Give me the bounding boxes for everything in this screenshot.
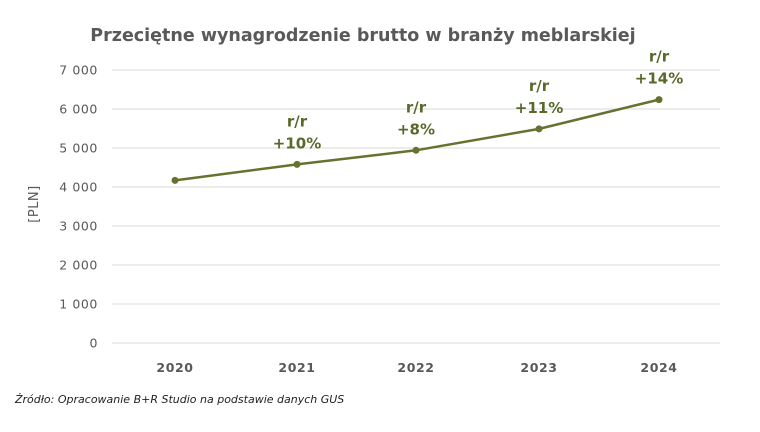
annotation-growth: +10% bbox=[273, 134, 321, 152]
y-tick-label: 2 000 bbox=[59, 258, 98, 273]
annotation-growth: +11% bbox=[515, 99, 563, 117]
x-tick-label: 2022 bbox=[397, 360, 434, 375]
data-point bbox=[535, 125, 543, 133]
data-point bbox=[412, 146, 420, 154]
y-tick-label: 7 000 bbox=[59, 63, 98, 78]
x-tick-label: 2020 bbox=[156, 360, 193, 375]
x-tick-label: 2024 bbox=[640, 360, 677, 375]
growth-annotations: r/r +10% r/r +8% r/r +11% r/r +14% bbox=[273, 48, 683, 153]
y-tick-label: 1 000 bbox=[59, 297, 98, 312]
annotation-label: r/r bbox=[649, 48, 670, 66]
chart-title: Przeciętne wynagrodzenie brutto w branży… bbox=[90, 26, 635, 46]
y-axis-label: [PLN] bbox=[27, 185, 42, 222]
x-tick-label: 2023 bbox=[520, 360, 557, 375]
annotation-label: r/r bbox=[406, 98, 427, 116]
data-point bbox=[655, 96, 663, 104]
data-point bbox=[293, 160, 301, 168]
annotation-growth: +14% bbox=[635, 70, 683, 88]
y-axis-ticks: 0 1 000 2 000 3 000 4 000 5 000 6 000 7 000 bbox=[59, 63, 98, 351]
y-tick-label: 5 000 bbox=[59, 141, 98, 156]
data-series bbox=[171, 96, 663, 184]
source-note: Źródło: Opracowanie B+R Studio na podsta… bbox=[14, 393, 344, 406]
data-point bbox=[171, 176, 179, 184]
y-tick-label: 3 000 bbox=[59, 219, 98, 234]
y-tick-label: 4 000 bbox=[59, 180, 98, 195]
x-tick-label: 2021 bbox=[278, 360, 315, 375]
y-tick-label: 0 bbox=[89, 336, 98, 351]
annotation-growth: +8% bbox=[397, 120, 435, 138]
annotation-label: r/r bbox=[529, 77, 550, 95]
x-axis-ticks: 2020 2021 2022 2023 2024 bbox=[156, 360, 677, 375]
y-tick-label: 6 000 bbox=[59, 102, 98, 117]
annotation-label: r/r bbox=[287, 112, 308, 130]
